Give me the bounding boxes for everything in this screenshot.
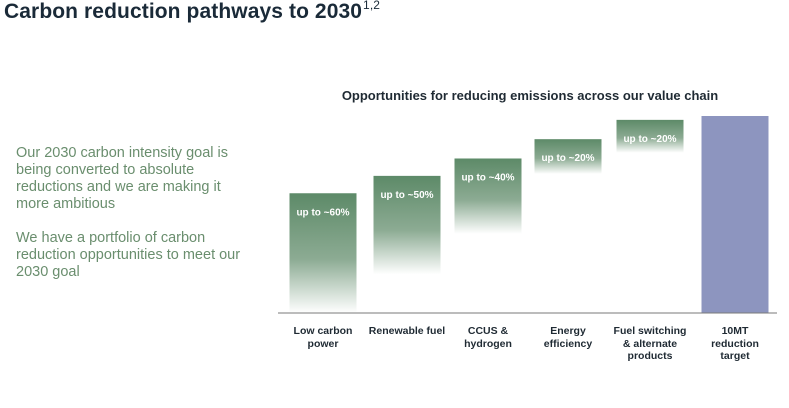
bar-value-label-4: up to ~20%: [541, 153, 594, 164]
summary-text: Our 2030 carbon intensity goal is being …: [16, 145, 246, 298]
page-title: Carbon reduction pathways to 20301,2: [4, 0, 380, 24]
category-label-6: 10MT reduction target: [711, 325, 759, 362]
category-label-1: Low carbon power: [293, 325, 353, 350]
category-label-3: CCUS & hydrogen: [464, 325, 512, 350]
bar-value-label-5: up to ~20%: [623, 134, 676, 145]
waterfall-bar-1: [289, 193, 357, 313]
waterfall-bar-3: [454, 158, 522, 234]
waterfall-bar-5: [616, 119, 684, 153]
summary-paragraph-2: We have a portfolio of carbon reduction …: [16, 230, 241, 280]
waterfall-bar-4: [534, 139, 602, 174]
category-label-4: Energy efficiency: [543, 325, 593, 350]
bar-value-label-3: up to ~40%: [461, 172, 514, 183]
waterfall-bar-2: [373, 175, 441, 275]
category-label-2: Renewable fuel: [368, 325, 446, 337]
page-title-text: Carbon reduction pathways to 2030: [4, 0, 363, 23]
bar-value-label-2: up to ~50%: [380, 190, 433, 201]
total-bar: [701, 116, 769, 313]
page-title-footnote: 1,2: [363, 0, 381, 12]
bar-value-label-1: up to ~60%: [296, 207, 349, 218]
category-label-5: Fuel switching & alternate products: [613, 325, 687, 362]
chart-title: Opportunities for reducing emissions acr…: [341, 88, 719, 103]
summary-paragraph-1: Our 2030 carbon intensity goal is being …: [16, 145, 228, 212]
